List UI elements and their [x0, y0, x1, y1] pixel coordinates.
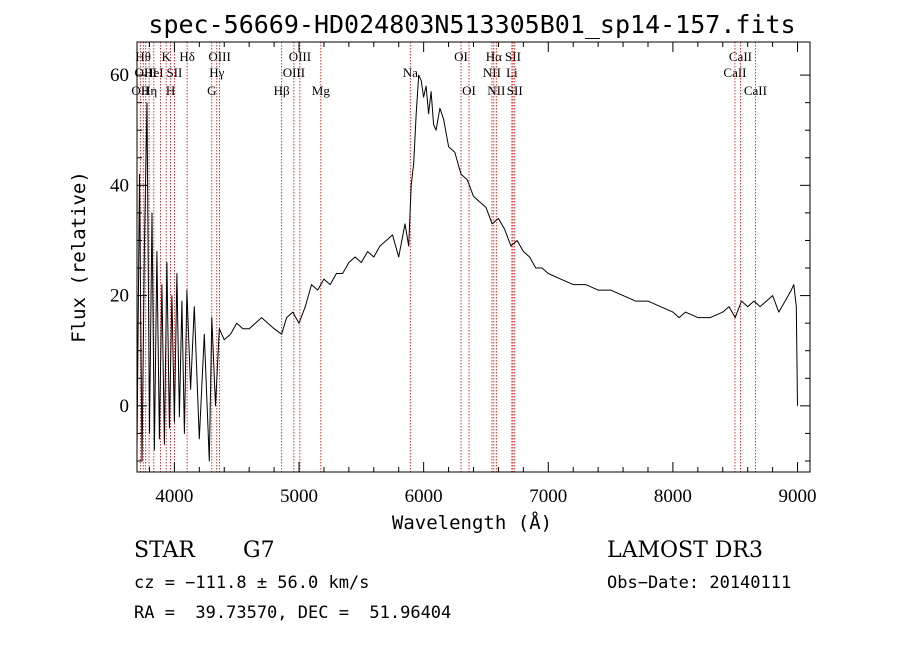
x-tick-label: 5000 — [280, 486, 318, 507]
line-marker-label: SII — [166, 65, 182, 80]
line-marker-label: SII — [505, 49, 521, 64]
axis-ticks: 4000 5000 6000 7000 8000 9000 0 20 40 60 — [110, 42, 817, 507]
survey-name: LAMOST DR3 — [607, 538, 763, 563]
chart-title: spec-56669-HD024803N513305B01_sp14-157.f… — [148, 10, 795, 39]
line-marker-label: NII — [487, 83, 505, 98]
line-marker-label: SII — [507, 83, 523, 98]
line-marker-label: Hθ — [135, 49, 151, 64]
line-marker-label: CaII — [744, 83, 767, 98]
line-marker-label: Hβ — [274, 83, 290, 98]
line-marker-label: NII — [483, 65, 501, 80]
line-marker-label: OIII — [208, 49, 230, 64]
line-marker-label: OIII — [283, 65, 305, 80]
line-marker-label: Hγ — [209, 65, 224, 80]
line-marker-label: Hα — [486, 49, 502, 64]
x-tick-label: 9000 — [779, 486, 817, 507]
x-tick-label: 6000 — [405, 486, 443, 507]
line-marker-label: HeI — [144, 65, 164, 80]
subclass: G7 — [243, 538, 275, 563]
y-tick-label: 60 — [110, 65, 129, 86]
line-marker-label: Li — [506, 65, 518, 80]
y-tick-label: 0 — [120, 396, 130, 417]
series-layer — [136, 74, 798, 462]
observation-date: Obs−Date: 20140111 — [607, 573, 792, 593]
spectral-line-markers: OIIHθOIIIHηHeIKHSIIHδGHγOIIIHβOIIIOIIIMg… — [131, 42, 767, 472]
line-marker-label: OIII — [289, 49, 311, 64]
x-axis-label: Wavelength (Å) — [392, 511, 552, 534]
line-marker-label: Hδ — [179, 49, 195, 64]
line-marker-label: G — [207, 83, 216, 98]
redshift-velocity: cz = −111.8 ± 56.0 km/s — [134, 573, 370, 593]
line-marker-label: H — [166, 83, 175, 98]
line-marker-label: OI — [462, 83, 476, 98]
line-marker-label: OI — [454, 49, 468, 64]
x-tick-label: 4000 — [155, 486, 193, 507]
line-marker-label: CaII — [729, 49, 752, 64]
x-tick-label: 8000 — [654, 486, 692, 507]
series-line-spectrum — [136, 74, 798, 462]
line-marker-label: CaII — [723, 65, 746, 80]
y-tick-label: 40 — [110, 175, 129, 196]
line-marker-label: Na — [403, 65, 418, 80]
line-marker-label: K — [161, 49, 171, 64]
x-tick-label: 7000 — [529, 486, 567, 507]
y-axis-label: Flux (relative) — [68, 171, 90, 343]
line-marker-label: OII — [131, 83, 149, 98]
coordinates: RA = 39.73570, DEC = 51.96404 — [134, 603, 452, 623]
line-marker-label: OIII — [135, 65, 157, 80]
object-class: STAR — [134, 538, 195, 563]
y-tick-label: 20 — [110, 286, 129, 307]
line-marker-label: Mg — [312, 83, 331, 98]
line-marker-label: Hη — [141, 83, 157, 98]
plot-frame — [136, 41, 811, 473]
